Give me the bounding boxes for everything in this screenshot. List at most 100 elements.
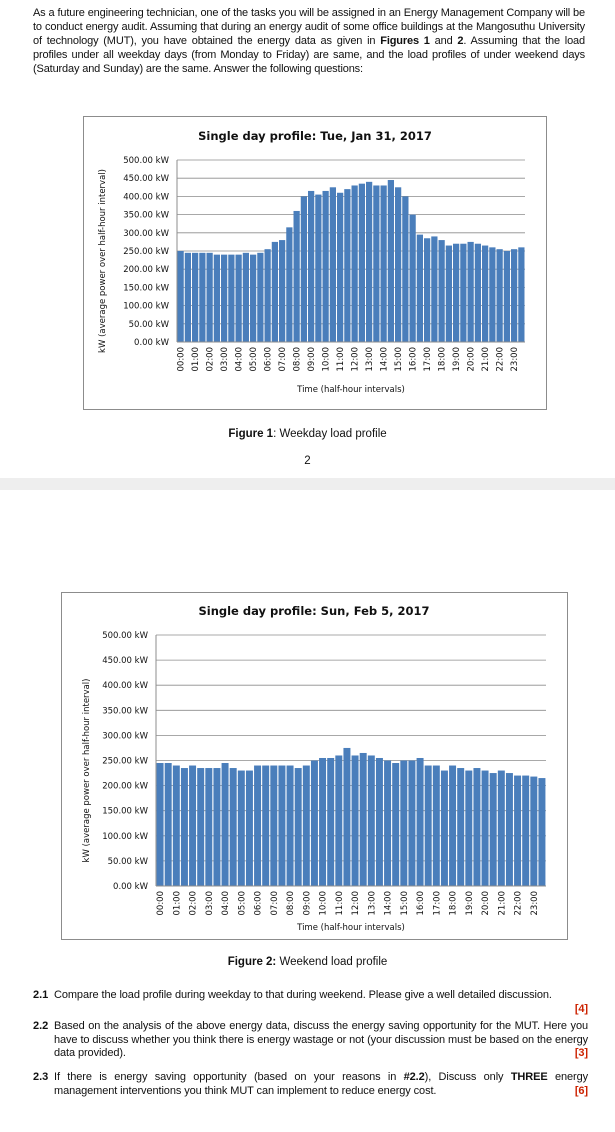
- bar: [481, 770, 489, 886]
- x-tick-label: 21:00: [481, 347, 491, 372]
- question-2-2: 2.2 Based on the analysis of the above e…: [33, 1020, 588, 1061]
- bar: [286, 765, 294, 886]
- x-axis-label: Time (half-hour intervals): [296, 923, 405, 933]
- x-axis-label: Time (half-hour intervals): [296, 385, 405, 395]
- x-tick-label: 11:00: [335, 891, 345, 916]
- bar: [384, 760, 392, 886]
- bar: [409, 214, 416, 342]
- x-tick-label: 08:00: [293, 347, 303, 372]
- bar: [392, 763, 400, 886]
- question-text-mid: ), Discuss only: [424, 1071, 511, 1083]
- bar: [156, 763, 164, 886]
- bar: [327, 757, 335, 886]
- intro-text-1: As a future engineering technician, one …: [33, 7, 585, 47]
- x-tick-label: 12:00: [351, 891, 361, 916]
- bar: [343, 747, 351, 886]
- bar: [337, 192, 344, 342]
- x-tick-label: 14:00: [380, 347, 390, 372]
- y-tick-label: 300.00 kW: [102, 731, 148, 741]
- bar: [482, 245, 489, 342]
- bar: [293, 210, 300, 342]
- y-tick-label: 450.00 kW: [102, 656, 148, 666]
- x-tick-label: 02:00: [206, 347, 216, 372]
- y-tick-label: 150.00 kW: [123, 283, 169, 293]
- x-tick-label: 00:00: [177, 347, 187, 372]
- page-number: 2: [304, 455, 311, 467]
- bar: [279, 240, 286, 342]
- x-tick-label: 08:00: [286, 891, 296, 916]
- bar: [335, 755, 343, 886]
- question-marks: [3]: [574, 1047, 588, 1059]
- bar: [408, 760, 416, 886]
- y-tick-label: 350.00 kW: [123, 211, 169, 221]
- bar: [359, 752, 367, 886]
- intro-paragraph: As a future engineering technician, one …: [33, 6, 585, 76]
- bar: [387, 180, 394, 342]
- bar: [229, 768, 237, 886]
- bar: [300, 196, 307, 342]
- y-axis-label: kW (average power over half-hour interva…: [98, 169, 108, 353]
- y-tick-label: 300.00 kW: [123, 229, 169, 239]
- document-page-1: As a future engineering technician, one …: [0, 0, 615, 478]
- y-axis-label: kW (average power over half-hour interva…: [82, 679, 92, 863]
- bar: [213, 254, 220, 342]
- x-tick-label: 07:00: [270, 891, 280, 916]
- chart-title: Single day profile: Sun, Feb 5, 2017: [198, 604, 429, 618]
- bar: [257, 252, 264, 342]
- weekday-chart-svg: Single day profile: Tue, Jan 31, 2017 0.0…: [98, 129, 525, 395]
- bar: [373, 185, 380, 342]
- x-tick-label: 00:00: [156, 891, 166, 916]
- x-tick-label: 18:00: [438, 347, 448, 372]
- bar: [474, 243, 481, 342]
- bar: [366, 181, 373, 342]
- x-tick-label: 06:00: [254, 891, 264, 916]
- bar: [205, 768, 213, 886]
- bar: [294, 768, 302, 886]
- bar: [489, 247, 496, 342]
- bar: [467, 241, 474, 342]
- weekday-chart: Single day profile: Tue, Jan 31, 2017 0.0…: [83, 116, 547, 410]
- figure-1-text: : Weekday load profile: [273, 428, 387, 440]
- bar: [416, 757, 424, 886]
- bar: [221, 763, 229, 886]
- bar: [197, 768, 205, 886]
- bar: [432, 765, 440, 886]
- y-tick-label: 350.00 kW: [102, 706, 148, 716]
- y-tick-label: 500.00 kW: [123, 156, 169, 166]
- figure-2-caption: Figure 2: Weekend load profile: [0, 956, 615, 968]
- x-tick-label: 03:00: [220, 347, 230, 372]
- y-tick-label: 450.00 kW: [123, 174, 169, 184]
- y-tick-label: 0.00 kW: [113, 882, 149, 892]
- bar: [235, 254, 242, 342]
- x-tick-label: 13:00: [367, 891, 377, 916]
- bar: [400, 760, 408, 886]
- bar: [460, 243, 467, 342]
- intro-bold-2: 2: [457, 35, 464, 47]
- bar: [221, 254, 228, 342]
- bar: [164, 763, 172, 886]
- x-tick-label: 16:00: [409, 347, 419, 372]
- figure-2-text: Weekend load profile: [276, 956, 388, 968]
- bar: [367, 755, 375, 886]
- question-number: 2.1: [33, 989, 49, 1001]
- bar: [351, 185, 358, 342]
- x-tick-label: 19:00: [452, 347, 462, 372]
- x-tick-label: 17:00: [423, 347, 433, 372]
- x-tick-label: 15:00: [400, 891, 410, 916]
- bar: [424, 238, 431, 342]
- bar: [351, 755, 359, 886]
- bar: [375, 757, 383, 886]
- question-three-bold: THREE: [510, 1071, 548, 1083]
- page-gap: [0, 478, 615, 490]
- bar: [199, 252, 206, 342]
- x-tick-label: 19:00: [465, 891, 475, 916]
- intro-text-2: and: [429, 35, 458, 47]
- question-text: If there is energy saving opportunity (b…: [54, 1071, 404, 1083]
- x-tick-label: 15:00: [394, 347, 404, 372]
- bar: [308, 190, 315, 342]
- weekend-chart: Single day profile: Sun, Feb 5, 2017 0.00…: [61, 592, 568, 940]
- y-tick-label: 200.00 kW: [123, 265, 169, 275]
- question-text-post: energy management interventions you thin…: [54, 1071, 588, 1097]
- weekend-chart-svg: Single day profile: Sun, Feb 5, 2017 0.00…: [82, 604, 546, 933]
- x-tick-label: 02:00: [189, 891, 199, 916]
